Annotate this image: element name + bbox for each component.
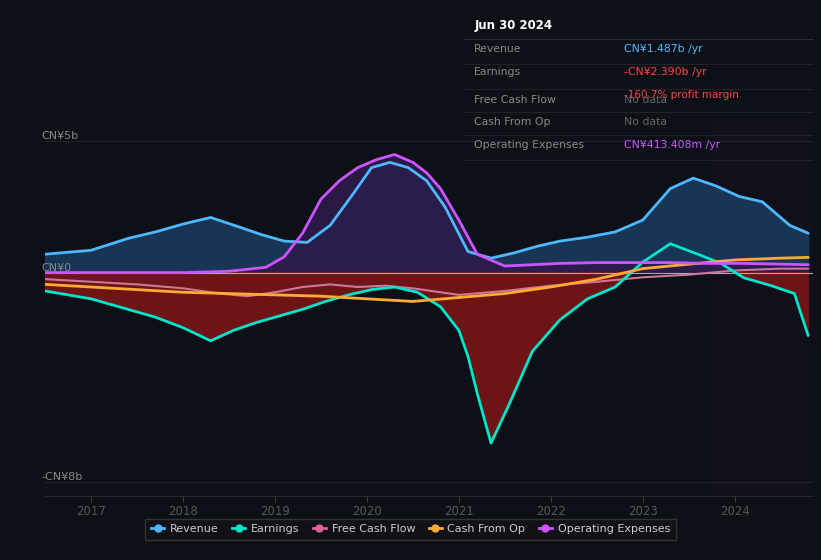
Text: -CN¥8b: -CN¥8b [41,473,83,483]
Bar [712,120,813,496]
Text: CN¥1.487b /yr: CN¥1.487b /yr [624,44,703,54]
Text: CN¥5b: CN¥5b [41,132,79,141]
Text: Cash From Op: Cash From Op [475,117,551,127]
Text: Free Cash Flow: Free Cash Flow [475,95,556,105]
Text: No data: No data [624,117,667,127]
Text: -CN¥2.390b /yr: -CN¥2.390b /yr [624,67,707,77]
Legend: Revenue, Earnings, Free Cash Flow, Cash From Op, Operating Expenses: Revenue, Earnings, Free Cash Flow, Cash … [145,519,676,540]
Text: No data: No data [624,95,667,105]
Text: CN¥0: CN¥0 [41,263,71,273]
Text: Revenue: Revenue [475,44,522,54]
Text: Earnings: Earnings [475,67,521,77]
Text: Operating Expenses: Operating Expenses [475,140,585,150]
Text: Jun 30 2024: Jun 30 2024 [475,20,553,32]
Text: -160.7% profit margin: -160.7% profit margin [624,91,739,100]
Text: CN¥413.408m /yr: CN¥413.408m /yr [624,140,721,150]
